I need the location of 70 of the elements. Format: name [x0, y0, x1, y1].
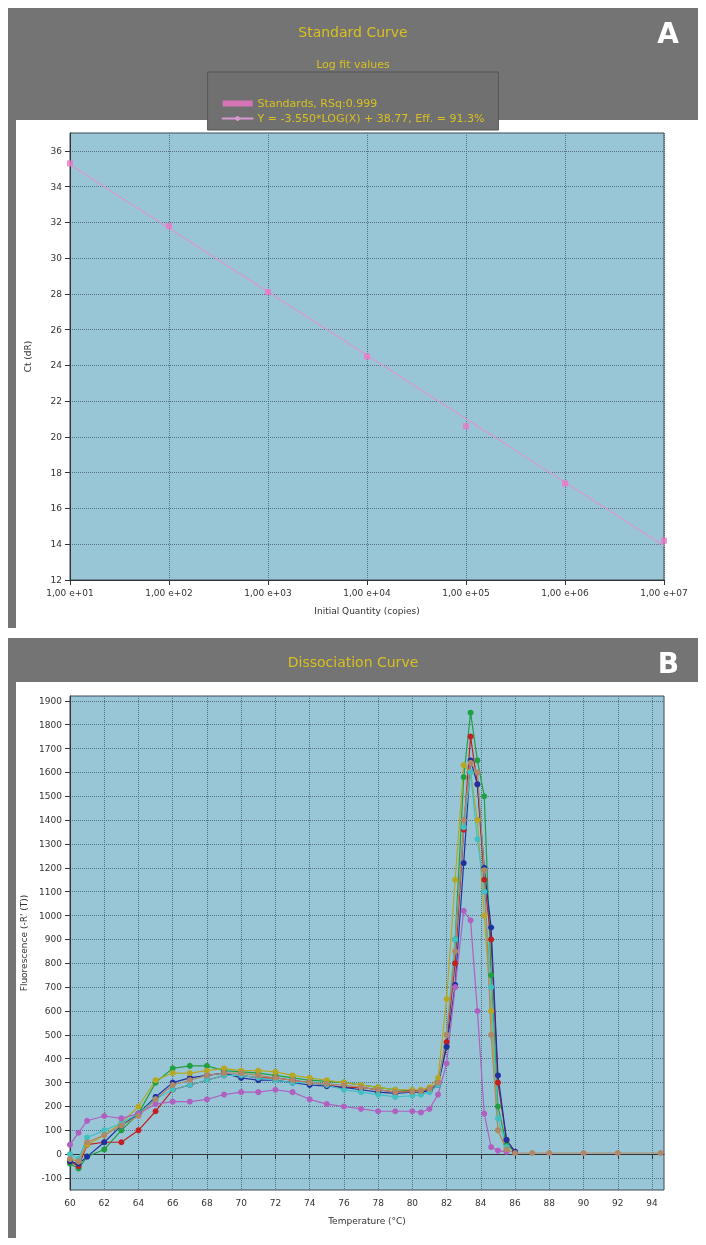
x-tick-label: 66 [166, 1197, 179, 1208]
x-tick-label: 1,00 e+07 [640, 587, 688, 598]
y-tick-label: 22 [50, 396, 62, 407]
legend-label: Standards, RSq:0.999 [257, 97, 378, 110]
x-tick-label: 68 [201, 1197, 213, 1208]
x-tick-label: 78 [372, 1197, 385, 1208]
x-tick-label: 74 [303, 1197, 316, 1208]
y-tick-label: 500 [44, 1029, 63, 1040]
x-tick-label: 1,00 e+06 [541, 587, 589, 598]
y-tick-label: 12 [50, 575, 62, 585]
y-axis-title: Fluorescence (-R' (T)) [18, 894, 29, 992]
y-tick-label: 700 [44, 982, 63, 993]
y-tick-label: 32 [50, 217, 62, 228]
x-tick-label: 1,00 e+04 [343, 587, 391, 598]
x-tick-label: 94 [646, 1197, 659, 1208]
y-tick-label: 16 [50, 503, 63, 514]
x-tick-label: 80 [406, 1197, 419, 1208]
y-tick-label: 30 [50, 253, 63, 264]
legend-title: Log fit values [316, 58, 391, 71]
y-tick-label: 600 [44, 1006, 63, 1017]
x-tick-label: 92 [612, 1197, 624, 1208]
y-tick-label: 24 [50, 360, 63, 371]
x-tick-label: 64 [132, 1197, 145, 1208]
y-tick-label: 1300 [39, 838, 63, 849]
x-tick-label: 70 [235, 1197, 248, 1208]
y-tick-label: 34 [50, 181, 63, 192]
y-tick-label: 400 [44, 1053, 63, 1064]
y-tick-label: 1800 [39, 719, 63, 730]
y-tick-label: 26 [50, 324, 63, 335]
y-tick-label: 1400 [39, 815, 63, 826]
x-tick-label: 1,00 e+05 [442, 587, 490, 598]
y-tick-label: 1700 [39, 743, 63, 754]
x-tick-label: 62 [98, 1197, 110, 1208]
x-tick-label: 60 [64, 1197, 76, 1208]
x-tick-label: 1,00 e+02 [145, 587, 193, 598]
legend-label: Y = -3.550*LOG(X) + 38.77, Eff. = 91.3% [256, 112, 485, 125]
y-tick-label: 1200 [39, 862, 63, 873]
y-tick-label: 18 [50, 467, 63, 478]
x-tick-label: 82 [440, 1197, 453, 1208]
y-tick-label: 1000 [39, 910, 63, 921]
chart-title: Dissociation Curve [287, 654, 419, 670]
chart-title: Standard Curve [298, 24, 408, 40]
text: A [657, 16, 680, 50]
x-axis-title: Initial Quantity (copies) [314, 605, 420, 616]
x-tick-label: 76 [338, 1197, 350, 1208]
y-axis-title: Ct (dR) [22, 340, 33, 373]
x-tick-label: 84 [475, 1197, 487, 1208]
x-tick-label: 90 [577, 1197, 590, 1208]
y-tick-label: 1500 [39, 791, 63, 802]
y-tick-label: 100 [44, 1125, 63, 1136]
y-tick-label: 1600 [39, 767, 63, 778]
y-tick-label: 1100 [39, 886, 63, 897]
y-tick-label: 36 [50, 145, 63, 156]
y-tick-label: -100 [41, 1173, 63, 1184]
x-tick-label: 1,00 e+01 [46, 587, 94, 598]
x-axis-title: Temperature (°C) [327, 1215, 406, 1226]
x-tick-label: 72 [269, 1197, 282, 1208]
y-tick-label: 1900 [39, 695, 63, 706]
y-tick-label: 800 [44, 958, 63, 969]
y-tick-label: 20 [50, 431, 63, 442]
y-tick-label: 28 [50, 288, 63, 299]
y-tick-label: 14 [50, 539, 63, 550]
x-tick-label: 86 [509, 1197, 522, 1208]
text: B [657, 646, 679, 680]
x-tick-label: 88 [543, 1197, 556, 1208]
y-tick-label: 300 [44, 1077, 63, 1088]
y-tick-label: 900 [44, 934, 63, 945]
x-tick-label: 1,00 e+03 [244, 587, 292, 598]
y-tick-label: 200 [44, 1101, 63, 1112]
y-tick-label: 0 [56, 1149, 63, 1160]
